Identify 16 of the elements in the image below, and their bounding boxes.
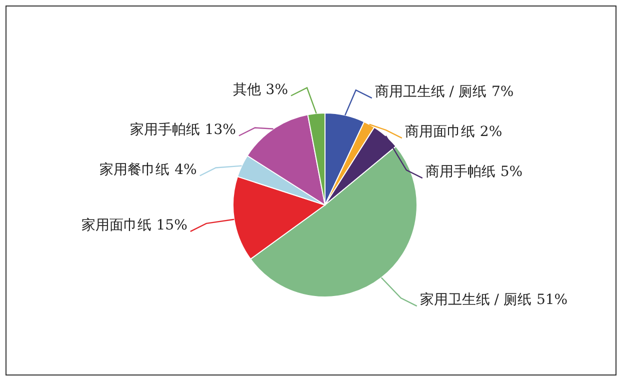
slice-label: 家用餐巾纸	[100, 162, 170, 178]
data-label: 51%	[536, 292, 568, 308]
slice-label: 商用卫生纸 / 厕纸	[374, 84, 486, 100]
slice-label: 商用面巾纸	[404, 124, 475, 140]
slice-label: 商用手帕纸	[425, 164, 496, 180]
data-label: 3%	[266, 82, 288, 98]
data-label: 15%	[156, 217, 188, 234]
slice-label: 家用卫生纸 / 厕纸	[420, 292, 532, 308]
data-label: 5%	[500, 164, 523, 180]
slice-label: 家用手帕纸	[130, 122, 200, 138]
data-label: 4%	[174, 162, 197, 178]
data-label: 2%	[480, 124, 502, 140]
data-label: 7%	[491, 84, 514, 100]
slice-label: 家用面巾纸	[81, 217, 152, 234]
data-label: 13%	[204, 122, 236, 138]
slice-label: 其他	[232, 82, 261, 98]
